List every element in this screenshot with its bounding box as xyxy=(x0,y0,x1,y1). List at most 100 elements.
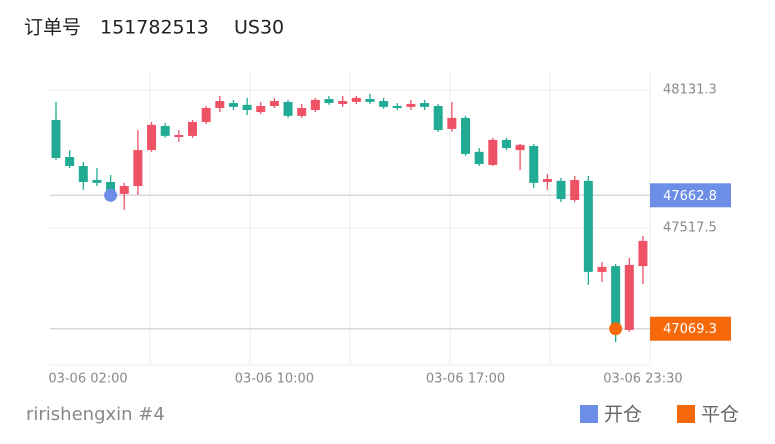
candle-body xyxy=(379,101,389,107)
candle-body xyxy=(188,121,197,136)
price-tag xyxy=(650,183,731,208)
candle xyxy=(447,101,457,132)
candle-body xyxy=(119,186,129,194)
candle-body xyxy=(228,103,238,107)
candle-body xyxy=(488,139,498,165)
candle-body xyxy=(433,105,443,131)
candle xyxy=(570,175,580,202)
candle-body xyxy=(297,107,307,116)
candle-body xyxy=(542,179,552,182)
candle xyxy=(256,101,266,115)
candle xyxy=(133,130,143,196)
x-tick-label: 03-06 02:00 xyxy=(48,372,127,387)
candle xyxy=(379,97,389,109)
candle-body xyxy=(310,99,320,111)
x-tick-label: 03-06 10:00 xyxy=(235,372,314,387)
candle xyxy=(461,115,470,156)
candle xyxy=(188,119,197,138)
candle-body xyxy=(501,139,511,149)
candle xyxy=(338,95,348,107)
candle xyxy=(638,235,648,285)
candle-body xyxy=(51,119,61,158)
order-label: 订单号 xyxy=(24,17,81,39)
candle xyxy=(597,262,607,283)
x-tick-label: 03-06 17:00 xyxy=(426,372,505,387)
candle xyxy=(269,97,279,108)
candle xyxy=(92,168,102,187)
candle xyxy=(51,101,61,160)
candle xyxy=(228,99,238,111)
candle-body xyxy=(147,124,157,151)
candle-body xyxy=(406,103,416,107)
candle xyxy=(283,99,293,118)
candle-body xyxy=(583,180,593,272)
legend-label[interactable]: 开仓 xyxy=(604,404,642,426)
candle-body xyxy=(242,104,252,111)
order-id: 151782513 xyxy=(100,17,209,39)
legend-swatch[interactable] xyxy=(580,405,598,423)
candle-body xyxy=(174,134,184,138)
y-tick-label: 47517.5 xyxy=(663,220,717,235)
candle-body xyxy=(529,145,539,183)
candle xyxy=(406,99,416,111)
price-tag xyxy=(650,316,731,341)
candle xyxy=(324,95,334,105)
candle xyxy=(310,97,320,113)
candle xyxy=(556,177,566,202)
candle-body xyxy=(256,105,266,113)
candle xyxy=(242,97,252,115)
candle xyxy=(215,95,225,113)
candle xyxy=(488,137,498,167)
legend-swatch[interactable] xyxy=(677,405,695,423)
marker-dot xyxy=(609,322,623,336)
candle-body xyxy=(65,157,75,167)
candle-body xyxy=(160,125,170,136)
candle-body xyxy=(461,117,470,154)
candle-body xyxy=(638,240,648,267)
candle xyxy=(433,103,443,132)
candle-body xyxy=(611,266,621,330)
symbol: US30 xyxy=(234,17,284,39)
candle xyxy=(147,121,157,152)
candle xyxy=(474,148,484,167)
candle-body xyxy=(133,150,143,187)
legend-label[interactable]: 平仓 xyxy=(701,404,739,426)
candle-body xyxy=(474,151,484,164)
candle-body xyxy=(624,264,634,330)
candle xyxy=(420,99,430,111)
candle-body xyxy=(447,117,457,129)
candle-body xyxy=(338,101,348,104)
candle-body xyxy=(570,179,580,200)
account: ririshengxin #4 xyxy=(26,404,165,425)
candle-body xyxy=(365,99,375,102)
candle-body xyxy=(392,105,402,108)
candle xyxy=(297,103,307,118)
x-tick-label: 03-06 23:30 xyxy=(603,372,682,387)
candle-body xyxy=(420,103,430,107)
candle xyxy=(624,257,634,332)
candle-body xyxy=(201,107,211,122)
candle-body xyxy=(106,181,116,192)
candle-body xyxy=(269,101,279,106)
candle-body xyxy=(515,144,525,151)
price-tag-label: 47069.3 xyxy=(663,322,717,337)
candle xyxy=(501,137,511,151)
candle xyxy=(65,150,75,169)
candle-body xyxy=(92,179,102,183)
marker-dot xyxy=(104,188,118,202)
candle-body xyxy=(597,266,607,272)
candle xyxy=(392,103,402,111)
candle xyxy=(78,161,88,190)
candle xyxy=(174,130,184,142)
candle-body xyxy=(78,166,88,182)
candle xyxy=(365,93,375,104)
candle xyxy=(515,143,525,171)
candle xyxy=(351,95,361,104)
candle-body xyxy=(283,101,293,116)
candle-body xyxy=(215,101,225,108)
candle xyxy=(529,143,539,189)
candle xyxy=(583,175,593,285)
candle-body xyxy=(351,97,361,102)
